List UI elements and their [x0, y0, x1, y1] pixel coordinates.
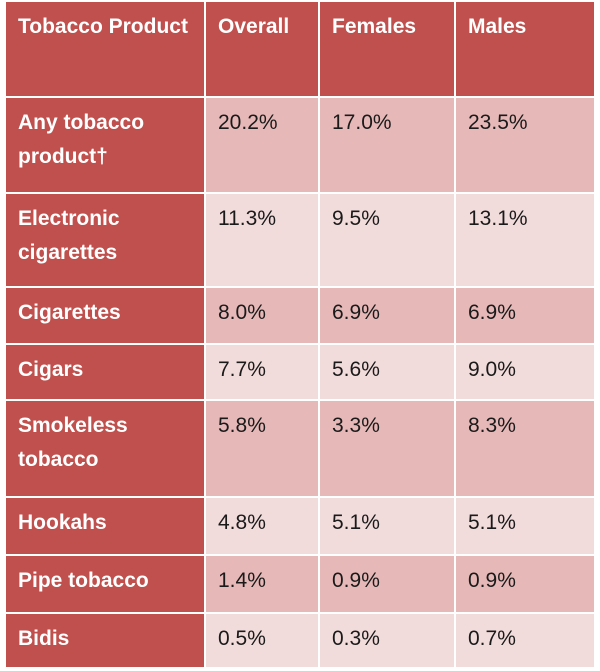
cell-overall: 1.4% — [204, 554, 320, 614]
cell-males: 0.9% — [454, 554, 596, 614]
table-row: Cigarettes 8.0% 6.9% 6.9% — [4, 286, 596, 345]
cell-overall: 20.2% — [204, 96, 320, 194]
row-label: Cigarettes — [4, 286, 206, 345]
table-row: Smokeless tobacco 5.8% 3.3% 8.3% — [4, 399, 596, 498]
header-product: Tobacco Product — [4, 0, 206, 98]
cell-males: 23.5% — [454, 96, 596, 194]
cell-females: 3.3% — [318, 399, 456, 498]
cell-overall: 8.0% — [204, 286, 320, 345]
table-row: Any tobacco product† 20.2% 17.0% 23.5% — [4, 96, 596, 194]
cell-males: 9.0% — [454, 343, 596, 401]
tobacco-use-table: Tobacco Product Overall Females Males An… — [4, 0, 596, 669]
header-row: Tobacco Product Overall Females Males — [4, 0, 596, 98]
table-row: Pipe tobacco 1.4% 0.9% 0.9% — [4, 554, 596, 614]
cell-males: 8.3% — [454, 399, 596, 498]
table-row: Bidis 0.5% 0.3% 0.7% — [4, 612, 596, 669]
row-label: Electronic cigarettes — [4, 192, 206, 288]
cell-females: 6.9% — [318, 286, 456, 345]
cell-females: 0.3% — [318, 612, 456, 669]
header-overall: Overall — [204, 0, 320, 98]
cell-males: 13.1% — [454, 192, 596, 288]
cell-females: 9.5% — [318, 192, 456, 288]
row-label: Cigars — [4, 343, 206, 401]
cell-males: 0.7% — [454, 612, 596, 669]
header-females: Females — [318, 0, 456, 98]
cell-overall: 7.7% — [204, 343, 320, 401]
header-males: Males — [454, 0, 596, 98]
cell-overall: 5.8% — [204, 399, 320, 498]
cell-overall: 0.5% — [204, 612, 320, 669]
table-row: Electronic cigarettes 11.3% 9.5% 13.1% — [4, 192, 596, 288]
table-row: Cigars 7.7% 5.6% 9.0% — [4, 343, 596, 401]
cell-overall: 11.3% — [204, 192, 320, 288]
row-label: Pipe tobacco — [4, 554, 206, 614]
row-label: Bidis — [4, 612, 206, 669]
row-label: Any tobacco product† — [4, 96, 206, 194]
cell-females: 0.9% — [318, 554, 456, 614]
cell-overall: 4.8% — [204, 496, 320, 556]
row-label: Hookahs — [4, 496, 206, 556]
cell-females: 17.0% — [318, 96, 456, 194]
table-row: Hookahs 4.8% 5.1% 5.1% — [4, 496, 596, 556]
cell-males: 6.9% — [454, 286, 596, 345]
row-label: Smokeless tobacco — [4, 399, 206, 498]
cell-females: 5.1% — [318, 496, 456, 556]
cell-females: 5.6% — [318, 343, 456, 401]
cell-males: 5.1% — [454, 496, 596, 556]
